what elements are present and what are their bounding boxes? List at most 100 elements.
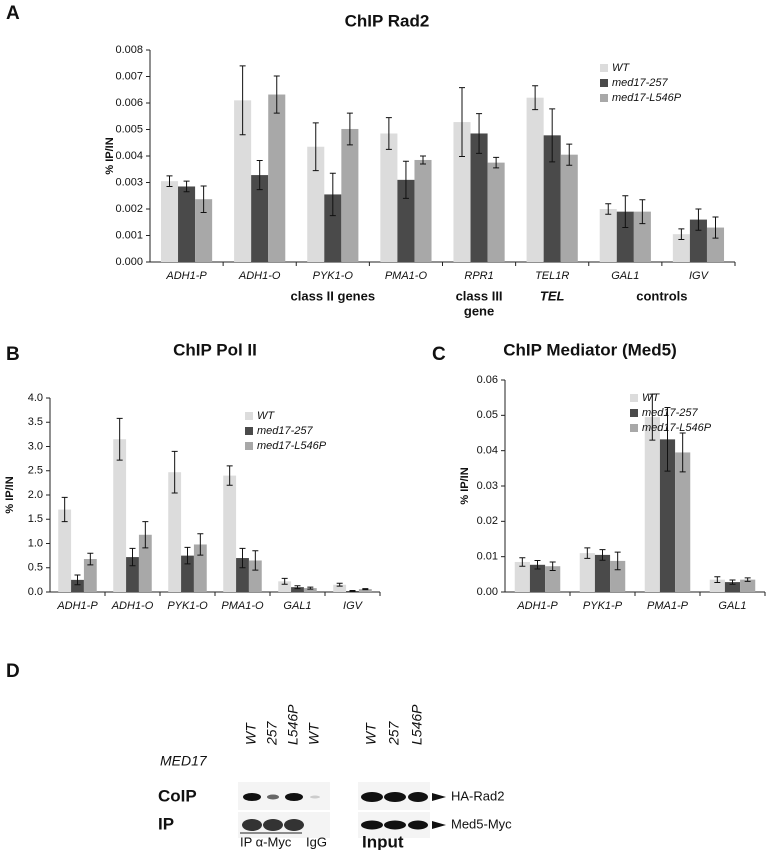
bar (529, 564, 546, 592)
bar (341, 128, 359, 262)
legend-label: WT (642, 392, 660, 404)
x-tick-label: IGV (689, 270, 710, 282)
x-tick-label: GAL1 (283, 600, 311, 612)
input-label: Input (362, 832, 404, 850)
bar (659, 439, 676, 592)
error-bar (87, 552, 94, 566)
error-bar (184, 546, 191, 565)
y-tick-label: 0.001 (115, 229, 143, 241)
bar (453, 122, 471, 262)
bar (333, 584, 347, 592)
y-tick-label: 0.004 (115, 150, 143, 162)
error-bar (129, 547, 136, 567)
y-tick-label: 0.04 (477, 445, 498, 457)
x-tick-label: RPR1 (464, 270, 493, 282)
bar (470, 133, 488, 262)
bar (610, 560, 626, 592)
panel-label: A (6, 3, 20, 24)
error-bar (679, 432, 686, 473)
bar (487, 162, 505, 262)
y-axis-label: % IP/IN (459, 467, 471, 504)
bar (278, 581, 292, 592)
lane-label: WT (243, 722, 259, 745)
bar (268, 94, 286, 263)
error-bar (649, 393, 656, 441)
legend-label: med17-257 (642, 407, 699, 419)
error-bar (329, 172, 336, 217)
bar (71, 579, 84, 592)
error-bar (420, 155, 426, 165)
legend-label: med17-257 (612, 77, 669, 89)
error-bar (294, 585, 301, 590)
chart-title: ChIP Rad2 (345, 11, 430, 30)
x-tick-label: PMA1-O (221, 600, 264, 612)
y-tick-label: 2.5 (28, 465, 43, 477)
bar (193, 544, 207, 592)
error-bar (200, 185, 207, 213)
bar (234, 100, 252, 262)
bar (709, 579, 725, 592)
ip-label: IP α-Myc (240, 834, 292, 849)
error-bar (476, 113, 483, 154)
legend-swatch (630, 424, 638, 432)
y-tick-label: 0.01 (477, 551, 498, 563)
bar (291, 587, 304, 592)
legend-label: med17-L546P (612, 92, 682, 104)
error-bar (695, 208, 702, 231)
error-bar (385, 117, 392, 150)
error-bar (307, 586, 314, 590)
bar (138, 534, 152, 592)
bar (514, 561, 530, 592)
bar (689, 219, 707, 262)
group-label: class III (456, 288, 503, 303)
x-tick-label: ADH1-O (111, 600, 154, 612)
x-tick-label: ADH1-P (56, 600, 98, 612)
y-tick-label: 0.006 (115, 97, 143, 109)
error-bar (599, 549, 606, 561)
bar (307, 146, 325, 262)
y-tick-label: 0.03 (477, 480, 498, 492)
error-bar (74, 574, 81, 586)
bands (242, 792, 428, 831)
error-bar (273, 75, 280, 114)
legend-label: WT (257, 410, 275, 422)
bar (195, 199, 213, 262)
bar (303, 588, 317, 592)
bar (83, 559, 97, 592)
lane-label: L546P (285, 704, 301, 745)
bar (380, 133, 398, 262)
lane-label: WT (306, 722, 322, 745)
bar (526, 97, 544, 262)
error-bar (614, 551, 621, 571)
bar (599, 209, 617, 262)
x-tick-label: PMA1-O (385, 270, 428, 282)
bar (248, 560, 262, 592)
bar (706, 227, 725, 262)
error-bar (549, 108, 556, 163)
error-bar (116, 417, 123, 461)
x-tick-label: ADH1-P (516, 600, 558, 612)
bar (126, 557, 139, 592)
bar (414, 159, 432, 262)
x-tick-label: TEL1R (535, 270, 569, 282)
legend-swatch (630, 409, 638, 417)
group-label: gene (464, 303, 494, 318)
bar (160, 181, 179, 262)
bar (594, 554, 611, 592)
error-bar (349, 590, 356, 593)
error-bar (346, 112, 353, 146)
bar (251, 175, 269, 262)
bar (633, 211, 651, 262)
bar (675, 452, 691, 592)
legend-label: med17-L546P (257, 440, 327, 452)
bar (740, 579, 756, 592)
x-tick-label: PYK1-P (583, 600, 623, 612)
bar (543, 135, 561, 262)
bar (113, 439, 127, 592)
target-label: HA-Rad2 (451, 788, 504, 803)
error-bar (312, 122, 319, 172)
strain-label: MED17 (160, 753, 208, 769)
legend-swatch (245, 442, 253, 450)
target-label: Med5-Myc (451, 816, 512, 831)
